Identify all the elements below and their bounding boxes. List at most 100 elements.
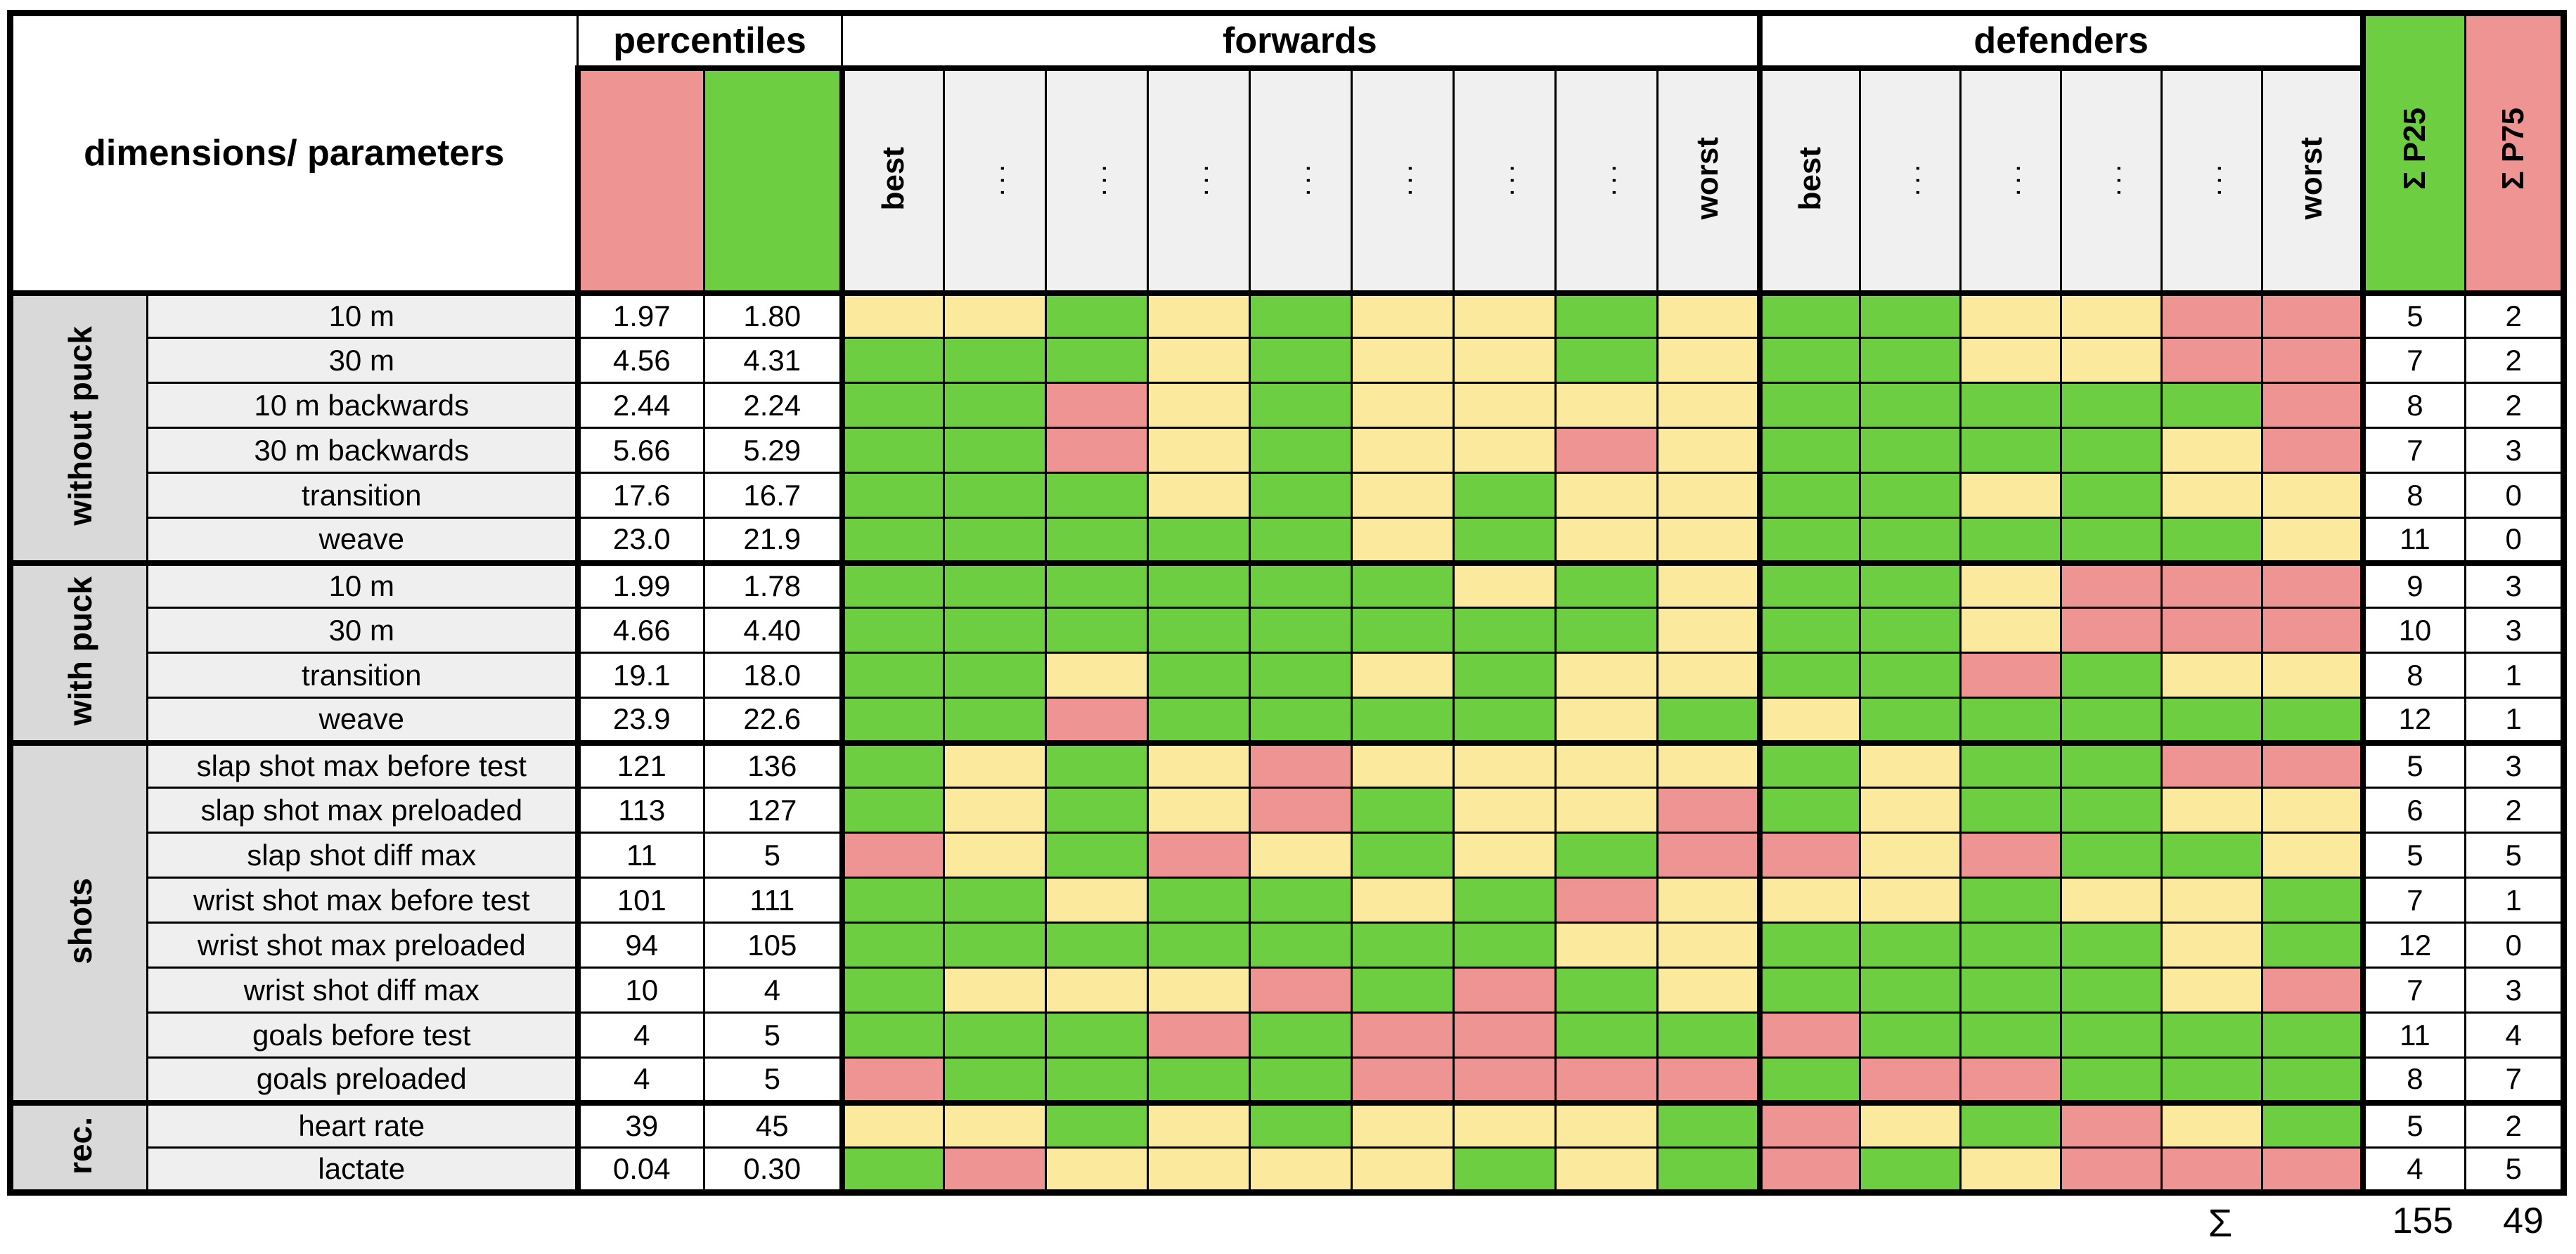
defenders-result-cell-3 bbox=[1959, 1099, 2063, 1149]
forwards-result-cell-3 bbox=[1045, 922, 1149, 969]
parameter-label: transition bbox=[146, 472, 579, 519]
forwards-result-cell-1 bbox=[839, 472, 946, 519]
forwards-result-cell-7 bbox=[1453, 697, 1557, 744]
defenders-result-cell-3 bbox=[1959, 832, 2063, 879]
defenders-result-cell-3 bbox=[1959, 1146, 2063, 1194]
defenders-result-cell-6 bbox=[2261, 787, 2364, 834]
defenders-result-cell-3 bbox=[1959, 1056, 2063, 1104]
parameter-row-goals-preloaded: goals preloaded 4 5 8 7 bbox=[11, 1056, 2565, 1104]
defenders-result-cell-3 bbox=[1959, 292, 2063, 339]
forwards-result-cell-7 bbox=[1453, 1056, 1557, 1104]
sum-p25-value: 4 bbox=[2359, 1146, 2467, 1194]
forwards-result-cell-6 bbox=[1351, 652, 1455, 699]
forwards-dots-label: ... bbox=[979, 160, 1011, 197]
grand-total-row: Σ 155 49 bbox=[7, 1200, 2572, 1246]
group-label-shots: shots bbox=[9, 739, 148, 1104]
defenders-result-cell-5 bbox=[2160, 472, 2264, 519]
sum-p25-label: Σ P25 bbox=[2397, 107, 2432, 190]
forwards-result-cell-8 bbox=[1554, 967, 1659, 1014]
percentile-75-value: 11 bbox=[574, 832, 706, 879]
forwards-result-cell-8 bbox=[1554, 739, 1659, 789]
forwards-result-cell-7 bbox=[1453, 1099, 1557, 1149]
defenders-result-cell-2 bbox=[1859, 922, 1962, 969]
sum-p25-value: 8 bbox=[2359, 652, 2467, 699]
forwards-result-cell-4 bbox=[1147, 697, 1251, 744]
defenders-rank-header-mid-2: ... bbox=[1959, 67, 2063, 296]
forwards-result-cell-9 bbox=[1656, 560, 1761, 609]
forwards-result-cell-2 bbox=[943, 697, 1048, 744]
forwards-result-cell-8 bbox=[1554, 787, 1659, 834]
defenders-result-cell-2 bbox=[1859, 292, 1962, 339]
defenders-result-cell-5 bbox=[2160, 739, 2264, 789]
forwards-result-cell-5 bbox=[1249, 832, 1353, 879]
parameter-label: heart rate bbox=[146, 1099, 579, 1149]
defenders-result-cell-2 bbox=[1859, 517, 1962, 564]
parameter-row-lactate: lactate 0.04 0.30 4 5 bbox=[11, 1146, 2565, 1194]
defenders-result-cell-1 bbox=[1756, 472, 1862, 519]
dimensions-parameters-label: dimensions/ parameters bbox=[84, 132, 505, 174]
group-label-without-puck: without puck bbox=[9, 292, 148, 564]
sum-p25-value: 8 bbox=[2359, 382, 2467, 429]
forwards-result-cell-3 bbox=[1045, 1099, 1149, 1149]
forwards-result-cell-3 bbox=[1045, 697, 1149, 744]
defenders-result-cell-2 bbox=[1859, 427, 1962, 474]
defenders-result-cell-5 bbox=[2160, 560, 2264, 609]
forwards-result-cell-3 bbox=[1045, 427, 1149, 474]
forwards-result-cell-1 bbox=[839, 382, 946, 429]
forwards-result-cell-9 bbox=[1656, 739, 1761, 789]
forwards-result-cell-5 bbox=[1249, 1011, 1353, 1059]
grand-total-p25: 155 bbox=[2392, 1201, 2454, 1241]
forwards-result-cell-3 bbox=[1045, 560, 1149, 609]
defenders-result-cell-3 bbox=[1959, 652, 2063, 699]
forwards-result-cell-8 bbox=[1554, 1056, 1659, 1104]
forwards-rank-header-mid-3: ... bbox=[1147, 67, 1251, 296]
percentile-25-value: 18.0 bbox=[703, 652, 844, 699]
defenders-result-cell-5 bbox=[2160, 1146, 2264, 1194]
defenders-result-cell-5 bbox=[2160, 1011, 2264, 1059]
defenders-result-cell-2 bbox=[1859, 832, 1962, 879]
sum-p75-value: 3 bbox=[2464, 967, 2565, 1014]
forwards-dots-label: ... bbox=[1489, 160, 1521, 197]
forwards-result-cell-2 bbox=[943, 517, 1048, 564]
percentile-75-value: 2.44 bbox=[574, 382, 706, 429]
defenders-result-cell-5 bbox=[2160, 427, 2264, 474]
forwards-result-cell-1 bbox=[839, 427, 946, 474]
p75-red-swatch bbox=[574, 67, 706, 296]
defenders-header: defenders bbox=[1756, 12, 2364, 71]
forwards-rank-header-best: best bbox=[839, 67, 946, 296]
defenders-dots-label: ... bbox=[2196, 160, 2228, 197]
forwards-result-cell-2 bbox=[943, 427, 1048, 474]
forwards-result-cell-3 bbox=[1045, 517, 1149, 564]
forwards-result-cell-4 bbox=[1147, 1056, 1251, 1104]
defenders-worst-label: worst bbox=[2293, 137, 2329, 220]
sum-p25-value: 7 bbox=[2359, 427, 2467, 474]
parameter-row-slap-shot-diff-max: slap shot diff max 11 5 5 5 bbox=[11, 832, 2565, 879]
percentile-75-value: 4 bbox=[574, 1056, 706, 1104]
forwards-result-cell-5 bbox=[1249, 877, 1353, 924]
defenders-result-cell-6 bbox=[2261, 1011, 2364, 1059]
forwards-result-cell-8 bbox=[1554, 292, 1659, 339]
percentile-75-value: 10 bbox=[574, 967, 706, 1014]
forwards-result-cell-3 bbox=[1045, 337, 1149, 384]
forwards-result-cell-7 bbox=[1453, 877, 1557, 924]
forwards-result-cell-3 bbox=[1045, 607, 1149, 654]
grand-total-p75: 49 bbox=[2503, 1201, 2544, 1241]
forwards-result-cell-5 bbox=[1249, 967, 1353, 1014]
forwards-result-cell-5 bbox=[1249, 1146, 1353, 1194]
parameter-label: goals preloaded bbox=[146, 1056, 579, 1104]
defenders-result-cell-5 bbox=[2160, 517, 2264, 564]
percentile-25-value: 21.9 bbox=[703, 517, 844, 564]
forwards-result-cell-2 bbox=[943, 652, 1048, 699]
percentile-25-value: 16.7 bbox=[703, 472, 844, 519]
parameter-label: 10 m bbox=[146, 560, 579, 609]
parameter-row-wrist-shot-diff-max: wrist shot diff max 10 4 7 3 bbox=[11, 967, 2565, 1014]
forwards-result-cell-3 bbox=[1045, 832, 1149, 879]
sum-p75-value: 2 bbox=[2464, 337, 2565, 384]
parameter-row-slap-shot-max-before-test: shots slap shot max before test 121 136 5 3 bbox=[9, 739, 2565, 1104]
forwards-result-cell-7 bbox=[1453, 472, 1557, 519]
forwards-result-cell-6 bbox=[1351, 517, 1455, 564]
forwards-result-cell-6 bbox=[1351, 1146, 1455, 1194]
defenders-result-cell-3 bbox=[1959, 787, 2063, 834]
forwards-result-cell-2 bbox=[943, 922, 1048, 969]
defenders-result-cell-4 bbox=[2060, 1099, 2163, 1149]
